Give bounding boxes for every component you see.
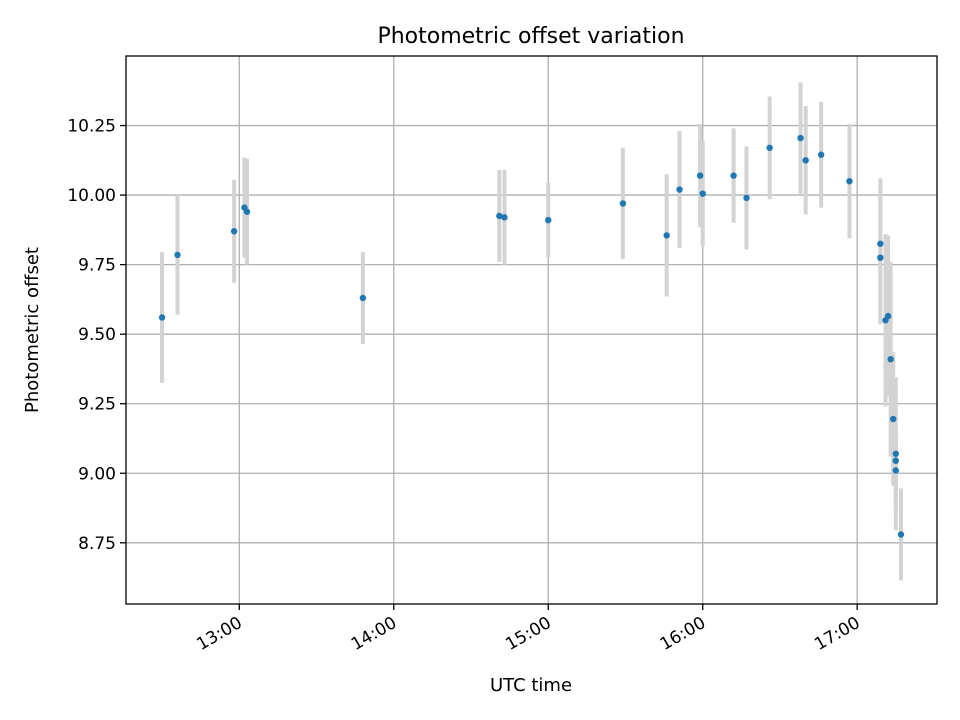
data-point xyxy=(892,467,900,474)
data-point xyxy=(676,186,683,193)
data-point xyxy=(766,144,773,151)
data-point xyxy=(501,214,508,221)
y-tick-label: 9.50 xyxy=(78,325,116,345)
y-tick-label: 8.75 xyxy=(78,534,116,554)
data-point xyxy=(496,212,503,220)
chart-title: Photometric offset variation xyxy=(377,24,684,49)
data-point xyxy=(730,172,737,179)
data-point xyxy=(846,177,853,185)
data-point xyxy=(877,254,884,261)
data-point xyxy=(619,200,627,207)
data-point xyxy=(817,151,825,158)
grid xyxy=(126,56,937,604)
data-point xyxy=(158,314,166,321)
data-point xyxy=(890,415,897,423)
data-point xyxy=(699,190,706,197)
data-point xyxy=(877,240,884,247)
data-point xyxy=(696,172,704,179)
y-tick-label: 9.25 xyxy=(78,395,116,415)
data-points xyxy=(158,134,905,538)
y-tick-label: 9.00 xyxy=(78,464,116,484)
data-point xyxy=(174,251,181,259)
data-point xyxy=(797,134,804,142)
data-point xyxy=(884,312,892,320)
y-axis-label: Photometric offset xyxy=(22,247,43,413)
data-point xyxy=(663,232,670,239)
y-tick-label: 10.00 xyxy=(67,186,116,206)
data-point xyxy=(892,450,900,457)
plot-frame xyxy=(125,55,938,605)
data-point xyxy=(887,356,894,363)
data-point xyxy=(230,228,238,235)
data-point xyxy=(743,194,750,202)
data-point xyxy=(243,208,251,215)
data-point xyxy=(897,531,905,538)
data-point xyxy=(545,216,552,224)
data-point xyxy=(802,157,809,164)
x-axis-label: UTC time xyxy=(490,675,572,696)
y-tick-label: 10.25 xyxy=(67,117,116,137)
y-tick-label: 9.75 xyxy=(78,256,116,276)
data-point xyxy=(892,457,900,464)
data-point xyxy=(359,294,367,302)
